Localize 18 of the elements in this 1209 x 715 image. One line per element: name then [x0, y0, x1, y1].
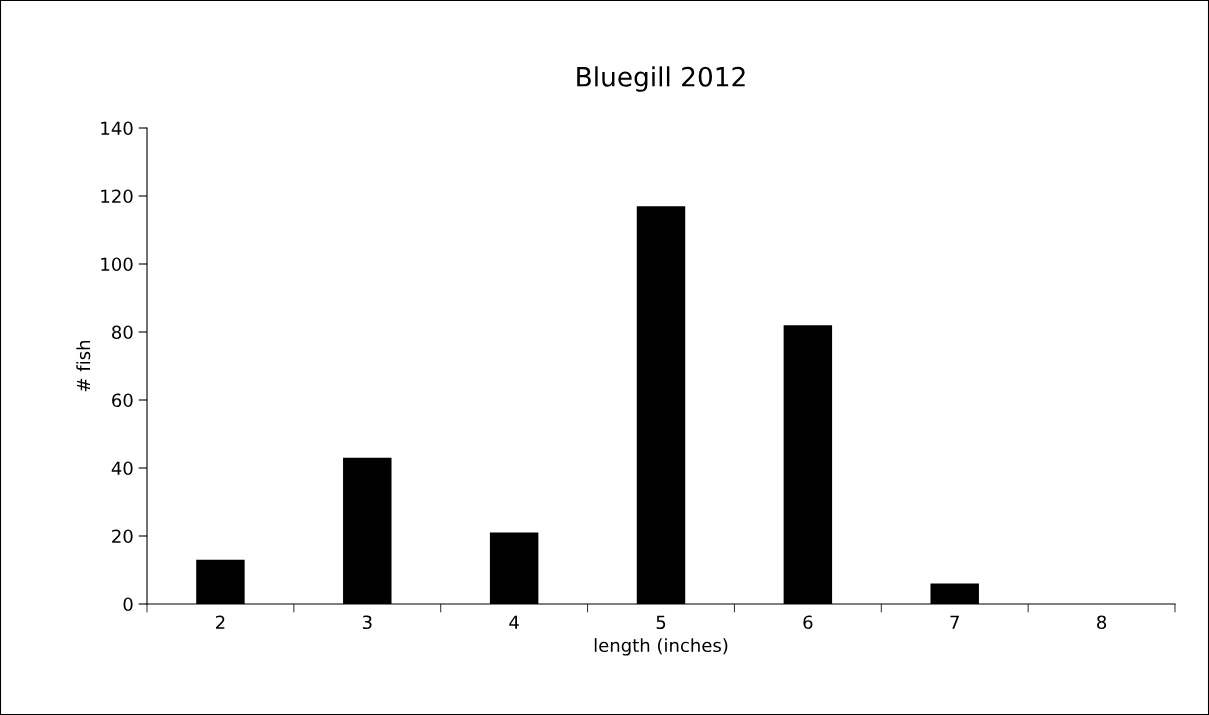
chart-title: Bluegill 2012	[577, 66, 745, 92]
x-tick-label: 3	[362, 615, 372, 630]
y-tick-label: 40	[111, 461, 133, 476]
x-tick-label: 7	[950, 615, 959, 629]
y-tick-label: 120	[101, 189, 133, 204]
y-tick-label: 100	[101, 257, 133, 272]
y-axis-title: # fish	[76, 340, 91, 392]
x-tick-label: 2	[216, 615, 225, 629]
y-tick-label: 80	[112, 325, 133, 340]
y-tick-label: 20	[112, 529, 133, 544]
x-tick-label: 6	[803, 615, 813, 630]
y-tick-label: 0	[123, 597, 133, 612]
y-tick-label: 60	[112, 393, 133, 408]
x-tick-label: 5	[656, 615, 666, 630]
x-tick-label: 4	[509, 615, 519, 629]
x-tick-label: 8	[1097, 615, 1107, 630]
x-axis-title: length (inches)	[594, 638, 728, 656]
y-tick-label: 140	[101, 121, 133, 136]
